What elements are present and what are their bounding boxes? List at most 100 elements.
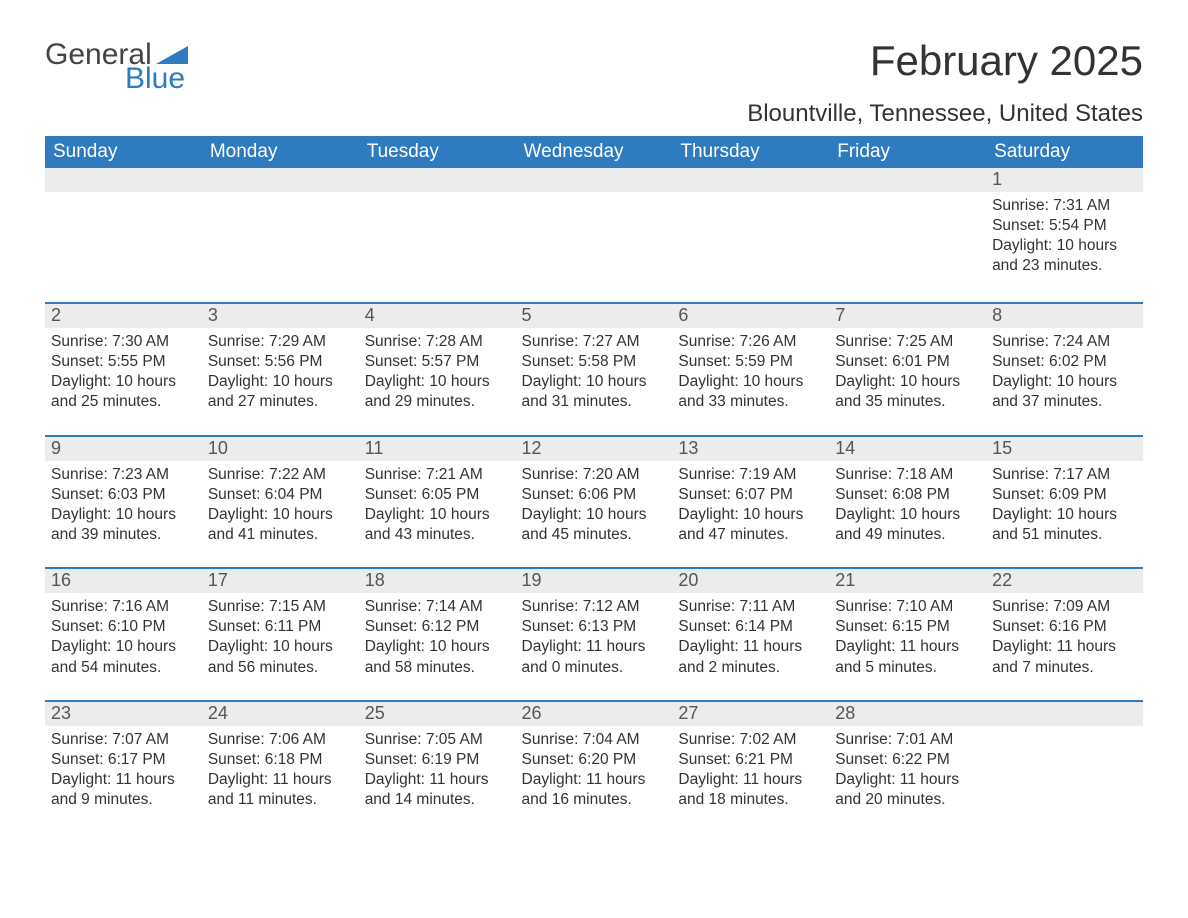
sunset-value: 6:07 PM	[735, 486, 793, 503]
daylight-line: Daylight: 10 hours and 29 minutes.	[365, 372, 510, 412]
day-number: 7	[829, 304, 986, 328]
calendar-day-cell: 21Sunrise: 7:10 AMSunset: 6:15 PMDayligh…	[829, 568, 986, 701]
sunset-value: 6:16 PM	[1049, 618, 1107, 635]
day-content: Sunrise: 7:15 AMSunset: 6:11 PMDaylight:…	[202, 593, 359, 700]
calendar-day-cell	[829, 168, 986, 303]
calendar-week-row: 9Sunrise: 7:23 AMSunset: 6:03 PMDaylight…	[45, 436, 1143, 569]
sunrise-label: Sunrise:	[835, 731, 896, 748]
sunrise-value: 7:26 AM	[740, 333, 797, 350]
calendar-day-cell	[202, 168, 359, 303]
daylight-label: Daylight:	[208, 373, 273, 390]
calendar-week-row: 1Sunrise: 7:31 AMSunset: 5:54 PMDaylight…	[45, 168, 1143, 303]
day-content: Sunrise: 7:06 AMSunset: 6:18 PMDaylight:…	[202, 726, 359, 833]
sunrise-label: Sunrise:	[365, 598, 426, 615]
day-number	[45, 168, 202, 192]
day-number	[829, 168, 986, 192]
daylight-line: Daylight: 11 hours and 0 minutes.	[522, 637, 667, 677]
day-number: 5	[516, 304, 673, 328]
sunrise-label: Sunrise:	[365, 333, 426, 350]
sunrise-line: Sunrise: 7:27 AM	[522, 332, 667, 352]
day-content: Sunrise: 7:30 AMSunset: 5:55 PM Daylight:…	[45, 328, 202, 435]
day-content	[986, 726, 1143, 836]
daylight-label: Daylight:	[522, 373, 587, 390]
day-content: Sunrise: 7:24 AMSunset: 6:02 PMDaylight:…	[986, 328, 1143, 435]
sunset-line: Sunset: 5:58 PM	[522, 352, 667, 372]
sunrise-line: Sunrise: 7:06 AM	[208, 730, 353, 750]
daylight-label: Daylight:	[522, 638, 587, 655]
sunset-value: 6:05 PM	[422, 486, 480, 503]
sunrise-line: Sunrise: 7:07 AM	[51, 730, 196, 750]
sunrise-line: Sunrise: 7:30 AM	[51, 332, 196, 352]
daylight-label: Daylight:	[522, 506, 587, 523]
sunrise-label: Sunrise:	[678, 731, 739, 748]
daylight-label: Daylight:	[208, 506, 273, 523]
calendar-day-cell: 14Sunrise: 7:18 AMSunset: 6:08 PMDayligh…	[829, 436, 986, 569]
calendar-table: SundayMondayTuesdayWednesdayThursdayFrid…	[45, 136, 1143, 836]
title-block: February 2025 Blountville, Tennessee, Un…	[747, 40, 1143, 128]
daylight-line: Daylight: 11 hours and 5 minutes.	[835, 637, 980, 677]
sunrise-value: 7:14 AM	[426, 598, 483, 615]
sunrise-value: 7:17 AM	[1053, 466, 1110, 483]
daylight-label: Daylight:	[51, 771, 116, 788]
sunset-line: Sunset: 5:59 PM	[678, 352, 823, 372]
sunrise-label: Sunrise:	[522, 466, 583, 483]
calendar-day-cell: 1Sunrise: 7:31 AMSunset: 5:54 PMDaylight…	[986, 168, 1143, 303]
sunset-line: Sunset: 5:57 PM	[365, 352, 510, 372]
sunrise-line: Sunrise: 7:01 AM	[835, 730, 980, 750]
sunrise-line: Sunrise: 7:05 AM	[365, 730, 510, 750]
daylight-label: Daylight:	[835, 638, 900, 655]
sunrise-label: Sunrise:	[835, 466, 896, 483]
sunset-value: 6:04 PM	[265, 486, 323, 503]
calendar-day-cell: 27Sunrise: 7:02 AMSunset: 6:21 PMDayligh…	[672, 701, 829, 836]
sunset-value: 6:08 PM	[892, 486, 950, 503]
sunrise-label: Sunrise:	[208, 731, 269, 748]
sunset-line: Sunset: 6:02 PM	[992, 352, 1137, 372]
daylight-line: Daylight: 11 hours and 14 minutes.	[365, 770, 510, 810]
sunrise-value: 7:02 AM	[740, 731, 797, 748]
day-number: 14	[829, 437, 986, 461]
sunrise-value: 7:12 AM	[583, 598, 640, 615]
sunrise-line: Sunrise: 7:12 AM	[522, 597, 667, 617]
sunset-line: Sunset: 6:01 PM	[835, 352, 980, 372]
sunrise-label: Sunrise:	[678, 333, 739, 350]
day-number: 27	[672, 702, 829, 726]
sunrise-line: Sunrise: 7:21 AM	[365, 465, 510, 485]
sunset-line: Sunset: 5:54 PM	[992, 216, 1137, 236]
calendar-day-cell: 15Sunrise: 7:17 AMSunset: 6:09 PMDayligh…	[986, 436, 1143, 569]
day-number	[359, 168, 516, 192]
day-number	[672, 168, 829, 192]
daylight-label: Daylight:	[51, 373, 116, 390]
calendar-day-cell: 8Sunrise: 7:24 AMSunset: 6:02 PMDaylight…	[986, 303, 1143, 436]
daylight-label: Daylight:	[365, 771, 430, 788]
daylight-line: Daylight: 10 hours and 31 minutes.	[522, 372, 667, 412]
sunset-line: Sunset: 6:09 PM	[992, 485, 1137, 505]
sunrise-line: Sunrise: 7:26 AM	[678, 332, 823, 352]
daylight-label: Daylight:	[208, 638, 273, 655]
sunset-label: Sunset:	[51, 353, 108, 370]
sunset-value: 5:55 PM	[108, 353, 166, 370]
sunrise-line: Sunrise: 7:19 AM	[678, 465, 823, 485]
day-number: 3	[202, 304, 359, 328]
sunset-label: Sunset:	[522, 486, 579, 503]
calendar-day-cell	[359, 168, 516, 303]
sunset-label: Sunset:	[992, 486, 1049, 503]
day-content: Sunrise: 7:26 AMSunset: 5:59 PMDaylight:…	[672, 328, 829, 435]
daylight-line: Daylight: 10 hours and 54 minutes.	[51, 637, 196, 677]
calendar-day-cell: 19Sunrise: 7:12 AMSunset: 6:13 PMDayligh…	[516, 568, 673, 701]
day-content: Sunrise: 7:28 AMSunset: 5:57 PMDaylight:…	[359, 328, 516, 435]
day-content: Sunrise: 7:29 AMSunset: 5:56 PMDaylight:…	[202, 328, 359, 435]
daylight-label: Daylight:	[208, 771, 273, 788]
sunset-label: Sunset:	[678, 486, 735, 503]
day-number: 19	[516, 569, 673, 593]
sunset-label: Sunset:	[51, 486, 108, 503]
day-number	[986, 702, 1143, 726]
sunrise-value: 7:31 AM	[1053, 197, 1110, 214]
calendar-day-cell: 17Sunrise: 7:15 AMSunset: 6:11 PMDayligh…	[202, 568, 359, 701]
sunrise-label: Sunrise:	[51, 466, 112, 483]
sunrise-line: Sunrise: 7:15 AM	[208, 597, 353, 617]
sunrise-label: Sunrise:	[522, 333, 583, 350]
sunset-line: Sunset: 6:06 PM	[522, 485, 667, 505]
sunrise-line: Sunrise: 7:24 AM	[992, 332, 1137, 352]
sunrise-line: Sunrise: 7:23 AM	[51, 465, 196, 485]
daylight-line: Daylight: 10 hours and 37 minutes.	[992, 372, 1137, 412]
